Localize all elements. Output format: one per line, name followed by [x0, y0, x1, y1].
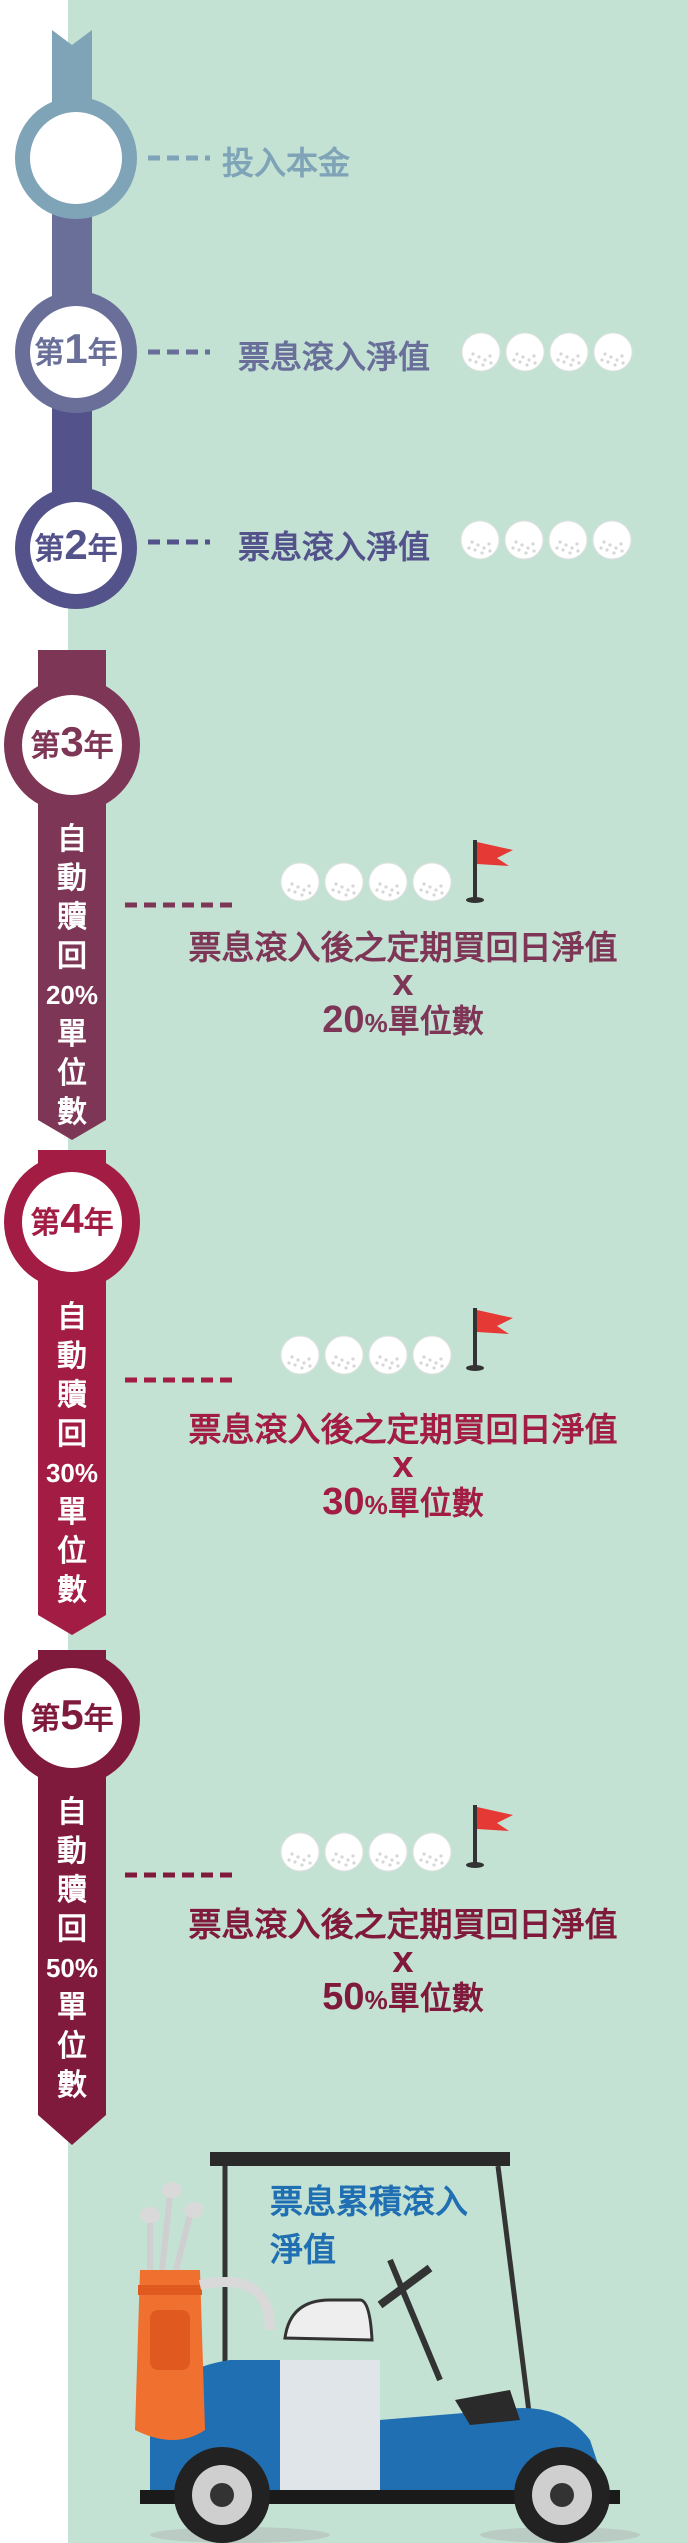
- golf-bag-icon: [135, 2182, 275, 2440]
- year5-redemption-vertical: 自動 贖回 50% 單 位數: [45, 1796, 99, 2102]
- year3-redemption-vertical: 自動 贖回 20% 單 位數: [45, 823, 99, 1129]
- initial-circle-label: 期初: [43, 143, 108, 179]
- year5-formula: 票息滾入後之定期買回日淨值 x 50%單位數: [188, 1906, 618, 2018]
- year1-description: 票息滾入淨值: [238, 339, 431, 375]
- dashed-connectors: [125, 155, 235, 1878]
- year3-circle-label: 第3年: [30, 718, 114, 765]
- year3-formula: 票息滾入後之定期買回日淨值 x 20%單位數: [188, 929, 618, 1041]
- timeline-circles: [4, 97, 140, 1786]
- golf-cart-icon: [140, 2152, 640, 2543]
- year1-circle-label: 第1年: [34, 325, 118, 372]
- year4-redemption-vertical: 自動 贖回 30% 單 位數: [45, 1301, 99, 1607]
- background-panel: [68, 0, 688, 2543]
- cart-caption: 票息累積滾入 淨值: [270, 2183, 468, 2268]
- year2-circle-label: 第2年: [34, 521, 118, 568]
- year2-description: 票息滾入淨值: [238, 529, 431, 565]
- year5-circle-label: 第5年: [30, 1691, 114, 1738]
- year4-formula: 票息滾入後之定期買回日淨值 x 30%單位數: [188, 1411, 618, 1523]
- initial-description: 投入本金: [222, 145, 351, 181]
- year4-circle-label: 第4年: [30, 1195, 114, 1242]
